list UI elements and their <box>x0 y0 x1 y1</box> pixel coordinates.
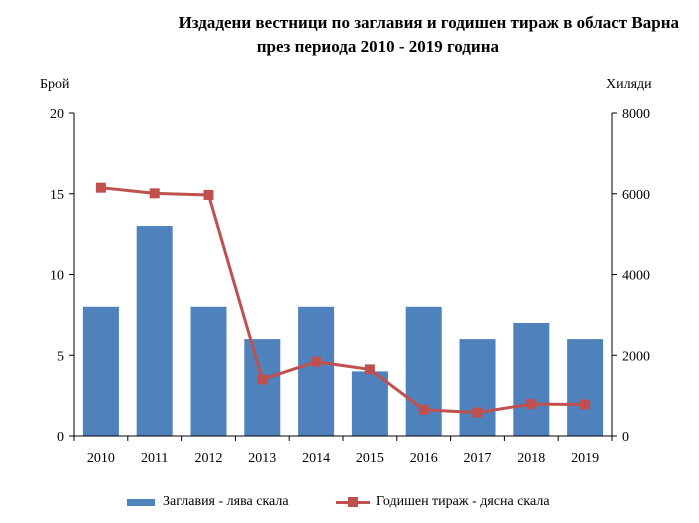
line-point-2019 <box>580 399 591 410</box>
bar-2018 <box>513 322 550 436</box>
legend-label-line: Годишен тираж - дясна скала <box>376 494 550 509</box>
x-tick-label: 2015 <box>356 451 384 466</box>
legend-swatch-bar <box>127 498 155 506</box>
x-tick-label: 2017 <box>464 451 492 466</box>
legend-swatch-line <box>336 496 370 508</box>
legend-label-bars: Заглавия - лява скала <box>163 494 289 509</box>
x-tick-label: 2011 <box>141 451 168 466</box>
bar-2010 <box>82 306 119 436</box>
x-tick-label: 2014 <box>302 451 330 466</box>
right-tick-label: 6000 <box>622 188 650 203</box>
left-tick-label: 15 <box>50 188 64 203</box>
line-point-2013 <box>257 374 268 385</box>
line-point-2014 <box>311 356 322 367</box>
right-axis-unit-label: Хиляди <box>606 77 652 92</box>
left-axis-unit-label: Брой <box>40 77 70 92</box>
bar-2019 <box>567 339 604 436</box>
right-tick-label: 0 <box>622 430 629 445</box>
bar-2016 <box>405 306 442 436</box>
right-tick-label: 4000 <box>622 269 650 284</box>
line-series-tirazh <box>100 186 586 415</box>
legend-item-line: Годишен тираж - дясна скала <box>336 494 550 510</box>
x-tick-label: 2012 <box>195 451 223 466</box>
bar-2013 <box>244 339 281 436</box>
left-tick-label: 5 <box>57 349 64 364</box>
line-point-2018 <box>526 399 537 410</box>
chart-title-line1: Издадени вестници по заглавия и годишен … <box>178 13 679 32</box>
right-tick-label: 2000 <box>622 349 650 364</box>
x-tick-label: 2018 <box>517 451 545 466</box>
left-tick-label: 0 <box>57 430 64 445</box>
line-point-2011 <box>149 188 160 199</box>
x-tick-label: 2019 <box>571 451 599 466</box>
x-tick-label: 2013 <box>248 451 276 466</box>
x-tick-label: 2016 <box>410 451 438 466</box>
line-point-2015 <box>364 364 375 375</box>
line-point-2012 <box>203 189 214 200</box>
x-tick-label: 2010 <box>87 451 115 466</box>
legend-item-bars: Заглавия - лява скала <box>127 494 289 510</box>
bar-2011 <box>136 226 173 436</box>
line-point-2016 <box>418 404 429 415</box>
bar-2012 <box>190 306 227 436</box>
line-point-2017 <box>472 407 483 418</box>
left-tick-label: 20 <box>50 107 64 122</box>
bar-2017 <box>459 339 496 436</box>
bar-2014 <box>298 306 335 436</box>
chart-title-line2: през периода 2010 - 2019 година <box>256 37 499 56</box>
bar-2015 <box>351 371 388 436</box>
left-tick-label: 10 <box>50 269 64 284</box>
right-tick-label: 8000 <box>622 107 650 122</box>
line-point-2010 <box>95 182 106 193</box>
